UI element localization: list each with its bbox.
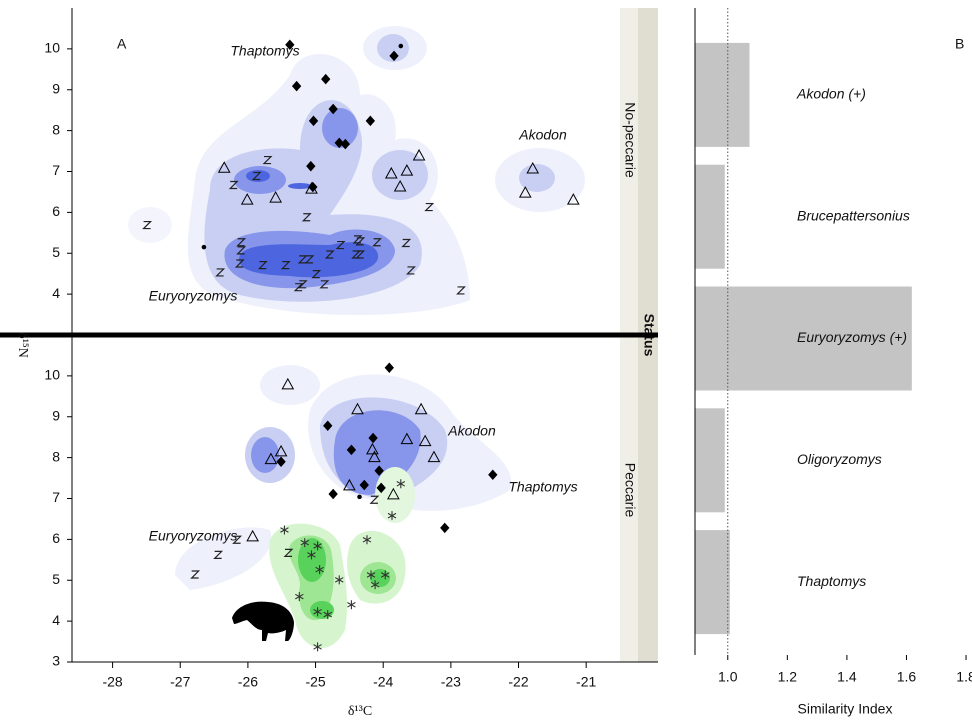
bar xyxy=(695,43,750,147)
x-tick-label: -28 xyxy=(102,674,122,690)
x-tick-label: 1.2 xyxy=(778,669,798,685)
x-tick-label: 1.8 xyxy=(956,669,972,685)
y-tick-label: 3 xyxy=(52,653,60,669)
y-tick-label: 5 xyxy=(52,571,60,587)
bar xyxy=(695,530,730,634)
category-label: Thaptomys xyxy=(797,573,866,589)
category-label: Oligoryzomys xyxy=(797,451,882,467)
bar xyxy=(695,165,725,269)
x-axis-title: Similarity Index xyxy=(798,701,893,717)
y-tick-label: 6 xyxy=(52,203,60,219)
y-tick-label: 10 xyxy=(44,367,60,383)
annotation: Euryoryzomys xyxy=(149,288,238,304)
y-tick-label: 4 xyxy=(52,285,60,301)
category-label: Euryoryzomys (+) xyxy=(797,329,907,345)
x-tick-label: -23 xyxy=(441,674,461,690)
x-tick-label: -26 xyxy=(238,674,258,690)
y-tick-label: 7 xyxy=(52,162,60,178)
y-tick-label: 10 xyxy=(44,40,60,56)
y-tick-label: 5 xyxy=(52,244,60,260)
panel-label: A xyxy=(117,36,127,52)
y-tick-label: 8 xyxy=(52,121,60,137)
y-tick-label: 4 xyxy=(52,612,60,628)
y-tick-label: 7 xyxy=(52,489,60,505)
point xyxy=(202,245,206,249)
x-tick-label: 1.6 xyxy=(897,669,917,685)
panel-label: B xyxy=(955,36,964,52)
x-tick-label: -25 xyxy=(305,674,325,690)
y-tick-label: 9 xyxy=(52,407,60,423)
annotation: Euryoryzomys xyxy=(149,528,238,544)
annotation: Akodon xyxy=(447,423,496,439)
x-axis-title: δ¹³C xyxy=(348,704,372,719)
y-tick-label: 9 xyxy=(52,80,60,96)
x-tick-label: -27 xyxy=(170,674,190,690)
annotation: Thaptomys xyxy=(508,479,577,495)
x-tick-label: -22 xyxy=(508,674,528,690)
point xyxy=(399,44,403,48)
x-tick-label: 1.0 xyxy=(718,669,738,685)
x-tick-label: -21 xyxy=(576,674,596,690)
annotation: Akodon xyxy=(518,127,567,143)
category-label: Akodon (+) xyxy=(796,86,866,102)
point xyxy=(358,495,362,499)
y-axis-title: δ¹⁵N xyxy=(15,332,30,358)
category-label: Brucepattersonius xyxy=(797,207,910,223)
x-tick-label: 1.4 xyxy=(837,669,857,685)
y-tick-label: 8 xyxy=(52,448,60,464)
facet-label: No-peccarie xyxy=(622,102,638,178)
y-tick-label: 6 xyxy=(52,530,60,546)
facet-label: Peccarie xyxy=(622,463,638,518)
figure: No-peccarie Peccarie Status A B δ¹⁵N δ¹³… xyxy=(0,0,972,726)
bar xyxy=(695,408,725,512)
x-tick-label: -24 xyxy=(373,674,393,690)
